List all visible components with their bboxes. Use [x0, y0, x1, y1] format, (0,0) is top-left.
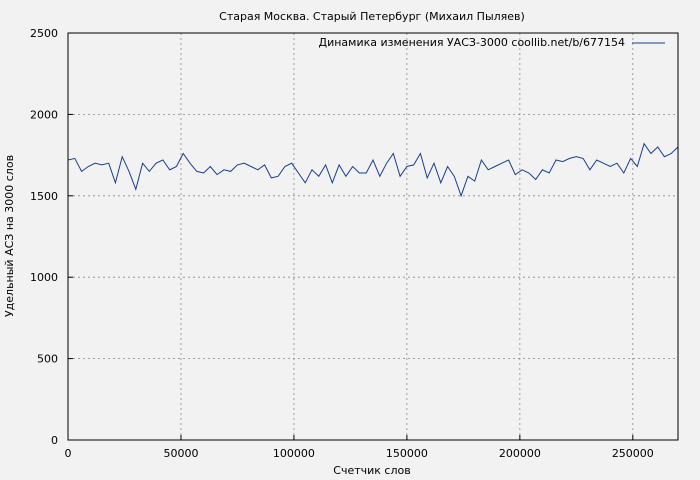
legend: Динамика изменения УАСЗ-3000 coollib.net… [319, 36, 665, 49]
y-tick-label: 0 [51, 434, 58, 447]
y-axis-ticks: 0 500 1000 1500 2000 2500 [30, 27, 73, 447]
y-tick-label: 1000 [30, 271, 58, 284]
chart-title: Старая Москва. Старый Петербург (Михаил … [219, 10, 525, 23]
grid-lines [68, 33, 678, 440]
y-tick-label: 2000 [30, 108, 58, 121]
y-tick-label: 500 [37, 353, 58, 366]
x-tick-label: 200000 [499, 447, 541, 460]
y-axis-label: Удельный АСЗ на 3000 слов [3, 155, 16, 317]
x-tick-label: 0 [65, 447, 72, 460]
series-line [67, 142, 679, 198]
x-axis-label: Счетчик слов [333, 464, 410, 477]
y-tick-label: 1500 [30, 190, 58, 203]
plot-frame [67, 32, 679, 441]
x-tick-label: 50000 [163, 447, 198, 460]
x-tick-label: 150000 [386, 447, 428, 460]
x-axis-ticks: 0 50000 100000 150000 200000 250000 [65, 435, 654, 460]
x-tick-label: 100000 [273, 447, 315, 460]
plot-area [68, 33, 678, 440]
x-tick-label: 250000 [612, 447, 654, 460]
y-tick-label: 2500 [30, 27, 58, 40]
legend-label: Динамика изменения УАСЗ-3000 coollib.net… [319, 36, 626, 49]
